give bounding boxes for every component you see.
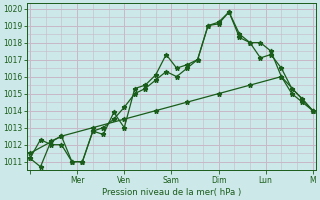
X-axis label: Pression niveau de la mer( hPa ): Pression niveau de la mer( hPa ): [102, 188, 241, 197]
